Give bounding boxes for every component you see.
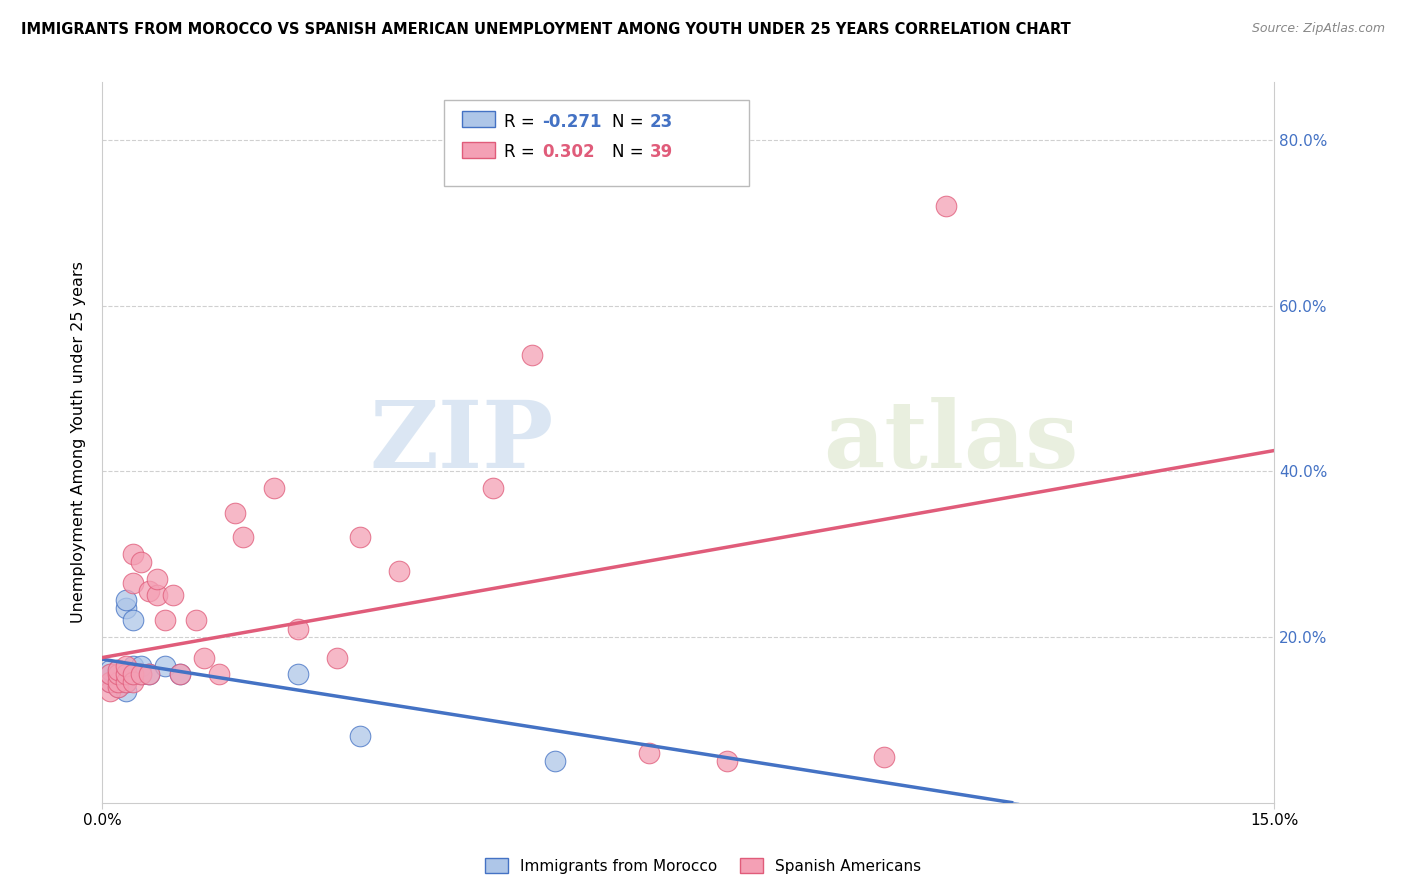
Point [122,547,145,561]
Point [114,658,136,673]
Point [98,663,121,677]
Point [122,576,145,591]
Point [107,680,129,694]
Point [114,667,136,681]
Point [232,531,254,545]
Text: 23: 23 [650,113,673,131]
FancyBboxPatch shape [463,112,495,128]
Point [122,658,145,673]
Text: Source: ZipAtlas.com: Source: ZipAtlas.com [1251,22,1385,36]
Point [146,589,169,603]
Point [107,667,129,681]
Point [98,675,121,690]
Point [107,667,129,681]
Point [153,613,176,627]
Point [935,199,957,213]
Point [114,683,136,698]
Point [129,658,152,673]
Text: ZIP: ZIP [370,397,554,487]
Text: R =: R = [505,113,540,131]
Point [114,600,136,615]
Point [287,667,309,681]
Point [153,658,176,673]
Point [98,683,121,698]
Point [114,675,136,690]
Point [169,667,191,681]
Point [638,746,661,760]
Point [208,667,231,681]
Point [138,667,160,681]
Point [114,667,136,681]
Point [193,650,215,665]
Point [98,667,121,681]
Point [122,613,145,627]
Point [107,675,129,690]
Point [138,584,160,599]
Point [388,564,411,578]
Text: IMMIGRANTS FROM MOROCCO VS SPANISH AMERICAN UNEMPLOYMENT AMONG YOUTH UNDER 25 YE: IMMIGRANTS FROM MOROCCO VS SPANISH AMERI… [21,22,1071,37]
Point [98,675,121,690]
Point [287,622,309,636]
Point [114,675,136,690]
Point [129,667,152,681]
Point [122,667,145,681]
Point [122,675,145,690]
Text: R =: R = [505,143,540,161]
FancyBboxPatch shape [444,100,749,186]
Text: atlas: atlas [823,397,1078,487]
Point [98,667,121,681]
Point [872,750,894,764]
Point [325,650,347,665]
Point [263,481,285,495]
Point [107,680,129,694]
Text: N =: N = [612,113,650,131]
Point [107,663,129,677]
Point [129,667,152,681]
Point [224,506,246,520]
Point [122,667,145,681]
Text: 39: 39 [650,143,673,161]
Point [349,729,371,743]
Text: 0.302: 0.302 [541,143,595,161]
Point [716,754,738,768]
Point [162,589,184,603]
Point [129,555,152,569]
Text: -0.271: -0.271 [541,113,602,131]
Point [544,754,567,768]
Point [114,592,136,607]
Point [520,348,543,362]
Point [107,675,129,690]
Point [107,663,129,677]
Point [138,667,160,681]
Point [169,667,191,681]
Point [146,572,169,586]
Legend: Immigrants from Morocco, Spanish Americans: Immigrants from Morocco, Spanish America… [478,852,928,880]
Point [482,481,505,495]
FancyBboxPatch shape [463,142,495,158]
Text: N =: N = [612,143,650,161]
Point [349,531,371,545]
Y-axis label: Unemployment Among Youth under 25 years: Unemployment Among Youth under 25 years [72,261,86,624]
Point [184,613,207,627]
